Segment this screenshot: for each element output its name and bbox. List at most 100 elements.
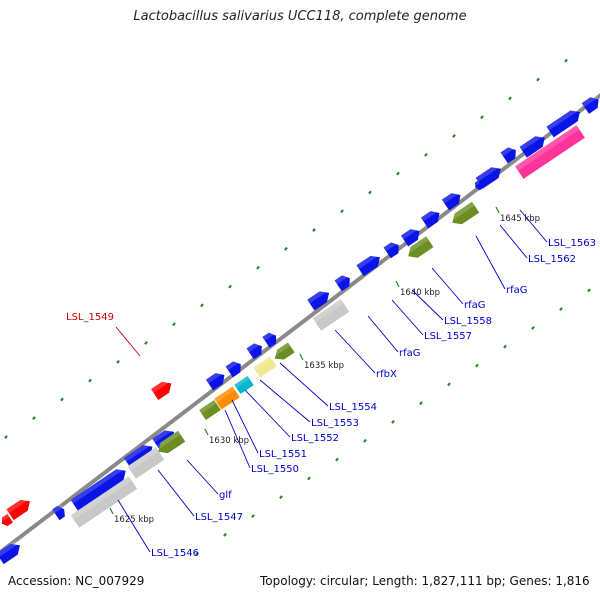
forward-gene-19[interactable]	[519, 132, 549, 158]
forward-gene-1[interactable]	[0, 539, 24, 565]
reverse-gene-cyan[interactable]	[234, 375, 254, 395]
forward-gene-9-shape	[262, 332, 277, 348]
genome-backbone	[0, 93, 600, 555]
gene-label[interactable]: rfaG	[506, 285, 528, 296]
gc-tick	[340, 209, 344, 214]
gene-label[interactable]: LSL_1550	[251, 464, 299, 475]
gene-label-leader	[224, 409, 251, 469]
gene-label[interactable]: rfaG	[399, 348, 421, 359]
forward-gene-5-shape	[152, 430, 175, 450]
forward-gene-15[interactable]	[420, 207, 443, 229]
gene-label[interactable]: LSL_1552	[291, 433, 339, 444]
reverse-gene-yellow[interactable]	[253, 356, 277, 378]
gene-label-leader	[117, 499, 151, 553]
gene-label[interactable]: rfaG	[464, 300, 486, 311]
forward-gene-3[interactable]	[70, 465, 130, 511]
forward-gene-18[interactable]	[500, 144, 520, 164]
forward-gene-7[interactable]	[225, 358, 245, 378]
reverse-gene-green-2[interactable]	[199, 400, 221, 420]
forward-gene-17-shape	[475, 167, 501, 189]
forward-gene-12-shape	[356, 255, 380, 277]
gene-label[interactable]: LSL_1554	[329, 402, 377, 413]
reverse-gene-pink[interactable]	[515, 125, 585, 179]
forward-gene-12[interactable]	[356, 251, 383, 277]
forward-gene-8-highlight	[246, 340, 261, 353]
gene-label-leader	[519, 209, 548, 243]
reverse-gene-grey-3[interactable]	[312, 299, 350, 331]
reverse-gene-grey-2[interactable]	[127, 447, 165, 479]
forward-gene-11-shape	[334, 275, 350, 292]
forward-gene-11[interactable]	[334, 272, 354, 292]
genome-title: Lactobacillus salivarius UCC118, complet…	[133, 9, 467, 24]
gene-label[interactable]: LSL_1553	[311, 418, 359, 429]
gene-label-leader	[157, 469, 195, 517]
gc-tick	[564, 58, 568, 63]
forward-gene-2[interactable]	[52, 503, 68, 521]
selected-gene-red-left-2[interactable]	[0, 514, 13, 528]
forward-gene-20[interactable]	[546, 106, 583, 138]
forward-gene-6[interactable]	[205, 369, 228, 391]
forward-gene-10[interactable]	[307, 287, 333, 311]
reverse-gene-orange[interactable]	[214, 386, 240, 410]
selected-gene-red-left[interactable]	[6, 495, 33, 521]
scale-label: 1635 kbp	[304, 361, 344, 371]
forward-gene-21[interactable]	[581, 94, 600, 114]
reverse-gene-grey-2-highlight	[127, 447, 159, 471]
gc-tick	[32, 416, 36, 421]
gene-label[interactable]: LSL_1558	[444, 316, 492, 327]
forward-gene-4[interactable]	[123, 441, 156, 469]
gene-label-leader	[186, 459, 219, 495]
gene-label[interactable]: LSL_1547	[195, 512, 243, 523]
forward-gene-8[interactable]	[246, 340, 266, 360]
forward-gene-13[interactable]	[383, 239, 403, 259]
reverse-gene-green-3[interactable]	[271, 342, 295, 363]
genome-stats: Topology: circular; Length: 1,827,111 bp…	[260, 574, 590, 588]
gene-label-leader	[244, 389, 291, 438]
gc-tick	[312, 228, 316, 232]
forward-gene-17[interactable]	[475, 163, 505, 189]
gene-label[interactable]: glf	[219, 490, 232, 501]
selected-gene-red-left-highlight	[6, 495, 29, 514]
forward-gene-small[interactable]	[473, 180, 483, 192]
reverse-gene-orange-shape	[214, 386, 240, 410]
reverse-gene-green-5[interactable]	[448, 201, 480, 228]
gc-tick	[195, 551, 199, 556]
topology-label: Topology:	[260, 574, 317, 588]
forward-gene-14[interactable]	[400, 225, 423, 247]
reverse-gene-green-4[interactable]	[404, 236, 434, 261]
forward-gene-5[interactable]	[152, 426, 178, 450]
reverse-gene-green-1[interactable]	[154, 430, 186, 457]
gc-tick	[228, 284, 232, 289]
gc-tick	[368, 190, 372, 195]
forward-gene-13-highlight	[383, 239, 398, 252]
selected-gene-lsl-1549[interactable]	[151, 378, 175, 400]
gene-label[interactable]: LSL_1557	[424, 331, 472, 342]
gene-label[interactable]: rfbX	[376, 369, 397, 380]
reverse-gene-grey-2-shape	[127, 447, 165, 479]
forward-gene-small-highlight	[473, 180, 480, 187]
forward-gene-3-shape	[70, 469, 126, 511]
gene-label[interactable]: LSL_1563	[548, 238, 596, 249]
forward-gene-19-shape	[519, 136, 545, 158]
reverse-gene-grey-1[interactable]	[70, 476, 138, 528]
gene-label[interactable]: LSL_1549	[66, 312, 114, 323]
reverse-gene-yellow-highlight	[253, 356, 273, 372]
gc-tick	[256, 265, 260, 270]
genes-value: 1,816	[555, 574, 590, 588]
forward-gene-16[interactable]	[441, 189, 464, 211]
gc-tick	[559, 307, 563, 312]
scale-tick	[204, 428, 209, 436]
forward-gene-9[interactable]	[262, 330, 279, 348]
gene-label[interactable]: LSL_1551	[259, 449, 307, 460]
forward-gene-4-highlight	[123, 441, 152, 462]
gc-tick	[480, 115, 484, 120]
gc-tick	[284, 246, 288, 251]
forward-gene-small-shape	[474, 180, 483, 191]
gene-label-leader	[259, 379, 311, 423]
gene-label[interactable]: LSL_1546	[151, 548, 199, 559]
reverse-gene-green-2-shape	[199, 400, 221, 420]
gene-label[interactable]: LSL_1562	[528, 254, 576, 265]
selected-gene-lsl-1549-shape	[151, 381, 172, 400]
reverse-gene-yellow-shape	[253, 356, 277, 378]
